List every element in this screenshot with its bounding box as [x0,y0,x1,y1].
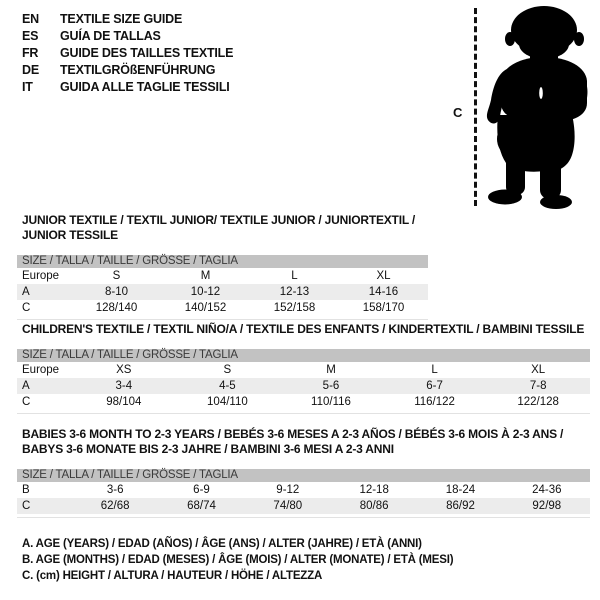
table-cell: 6-7 [426,380,443,392]
legend-line-b: B. AGE (MONTHS) / EDAD (MESES) / ÂGE (MO… [22,554,454,566]
language-row: IT GUIDA ALLE TAGLIE TESSILI [22,79,233,96]
row-label: Europe [22,270,60,282]
table-cell: 3-4 [115,380,133,392]
table-title: JUNIOR TEXTILE / TEXTIL JUNIOR/ TEXTILE … [22,213,416,242]
language-row: FR GUIDE DES TAILLES TEXTILE [22,45,233,62]
table-cell: 7-8 [529,380,547,392]
size-header-bar: SIZE / TALLA / TAILLE / GRÖSSE / TAGLIA [17,349,590,362]
table-cell: XL [531,364,546,376]
language-row: ES GUÍA DE TALLAS [22,28,233,45]
table-cell: S [223,364,232,376]
table-row: A 8-10 10-12 12-13 14-16 [17,284,428,300]
size-header-bar: SIZE / TALLA / TAILLE / GRÖSSE / TAGLIA [17,469,590,482]
table-cell: 4-5 [219,380,236,392]
table-cell: 104/110 [207,396,248,408]
table-cell: 80/86 [359,500,389,512]
table-cell: 116/122 [414,396,455,408]
row-label: B [22,484,30,496]
table-cell: XL [376,270,391,282]
junior-size-table: JUNIOR TEXTILE / TEXTIL JUNIOR/ TEXTILE … [17,213,428,320]
table-baseline [17,316,428,320]
table-row: Europe XS S M L XL [17,362,590,378]
table-cell: M [200,270,211,282]
language-code: EN [22,12,39,26]
table-row: C 128/140 140/152 152/158 158/170 [17,300,428,316]
height-measure-label: C [453,105,463,120]
table-row: B 3-6 6-9 9-12 12-18 18-24 24-36 [17,482,590,498]
table-cell: L [431,364,438,376]
table-cell: 152/158 [273,302,316,314]
table-cell: S [112,270,121,282]
table-rows: Europe XS S M L XL A 3-4 4-5 5-6 6-7 7-8 C 98/104 104/… [17,362,590,410]
language-title: TEXTILE SIZE GUIDE [60,12,183,26]
table-cell: 98/104 [106,396,142,408]
language-code: IT [22,80,33,94]
table-cell: M [326,364,336,376]
table-cell: 14-16 [368,286,399,298]
table-cell: 110/116 [311,396,351,408]
table-baseline [17,410,590,414]
language-header: EN TEXTILE SIZE GUIDE ES GUÍA DE TALLAS … [22,11,233,96]
table-rows: Europe S M L XL A 8-10 10-12 12-13 14-16 C 128/140 1… [17,268,428,316]
language-code: ES [22,29,39,43]
table-cell: 140/152 [184,302,227,314]
table-cell: 86/92 [446,500,475,512]
babies-size-table: BABIES 3-6 MONTH TO 2-3 YEARS / BEBÉS 3-… [17,427,590,518]
row-label: C [22,500,31,512]
language-row: EN TEXTILE SIZE GUIDE [22,11,233,28]
table-cell: 68/74 [187,500,216,512]
table-row: C 98/104 104/110 110/116 116/122 122/128 [17,394,590,410]
table-cell: 24-36 [532,484,562,496]
measurement-legend: A. AGE (YEARS) / EDAD (AÑOS) / ÂGE (ANS)… [22,536,454,584]
children-size-table: CHILDREN'S TEXTILE / TEXTIL NIÑO/A / TEX… [17,322,590,414]
row-label: A [22,286,30,298]
table-cell: 74/80 [273,500,303,512]
table-cell: 10-12 [190,286,221,298]
table-cell: 9-12 [276,484,300,496]
table-cell: 6-9 [193,484,210,496]
language-title: GUÍA DE TALLAS [60,29,161,43]
height-measure-dashed-line [474,8,477,206]
table-title: CHILDREN'S TEXTILE / TEXTIL NIÑO/A / TEX… [22,322,585,336]
table-cell: L [291,270,298,282]
row-label: A [22,380,30,392]
language-row: DE TEXTILGRÖßENFÜHRUNG [22,62,233,79]
table-cell: 8-10 [104,286,129,298]
table-cell: 5-6 [322,380,340,392]
language-title: TEXTILGRÖßENFÜHRUNG [60,63,216,77]
size-header-bar: SIZE / TALLA / TAILLE / GRÖSSE / TAGLIA [17,255,428,268]
legend-line-a: A. AGE (YEARS) / EDAD (AÑOS) / ÂGE (ANS)… [22,538,422,550]
table-cell: XS [116,364,132,376]
table-row: Europe S M L XL [17,268,428,284]
table-row: C 62/68 68/74 74/80 80/86 86/92 92/98 [17,498,590,514]
table-baseline [17,514,590,518]
row-label: Europe [22,364,60,376]
table-cell: 62/68 [100,500,130,512]
table-cell: 122/128 [517,396,559,408]
table-cell: 18-24 [445,484,476,496]
legend-line-c: C. (cm) HEIGHT / ALTURA / HAUTEUR / HÖHE… [22,570,323,582]
language-title: GUIDA ALLE TAGLIE TESSILI [60,80,230,94]
toddler-silhouette-icon [486,6,588,209]
language-title: GUIDE DES TAILLES TEXTILE [60,46,234,60]
table-cell: 92/98 [532,500,562,512]
table-cell: 3-6 [106,484,124,496]
table-cell: 128/140 [95,302,138,314]
table-cell: 12-18 [359,484,389,496]
language-code: FR [22,46,39,60]
table-cell: 12-13 [279,286,310,298]
language-code: DE [22,63,39,77]
table-cell: 158/170 [362,302,405,314]
row-label: C [22,302,31,314]
table-title: BABIES 3-6 MONTH TO 2-3 YEARS / BEBÉS 3-… [22,427,564,456]
row-label: C [22,396,31,408]
table-row: A 3-4 4-5 5-6 6-7 7-8 [17,378,590,394]
table-rows: B 3-6 6-9 9-12 12-18 18-24 24-36 C 62/68 68/74 74/… [17,482,590,514]
